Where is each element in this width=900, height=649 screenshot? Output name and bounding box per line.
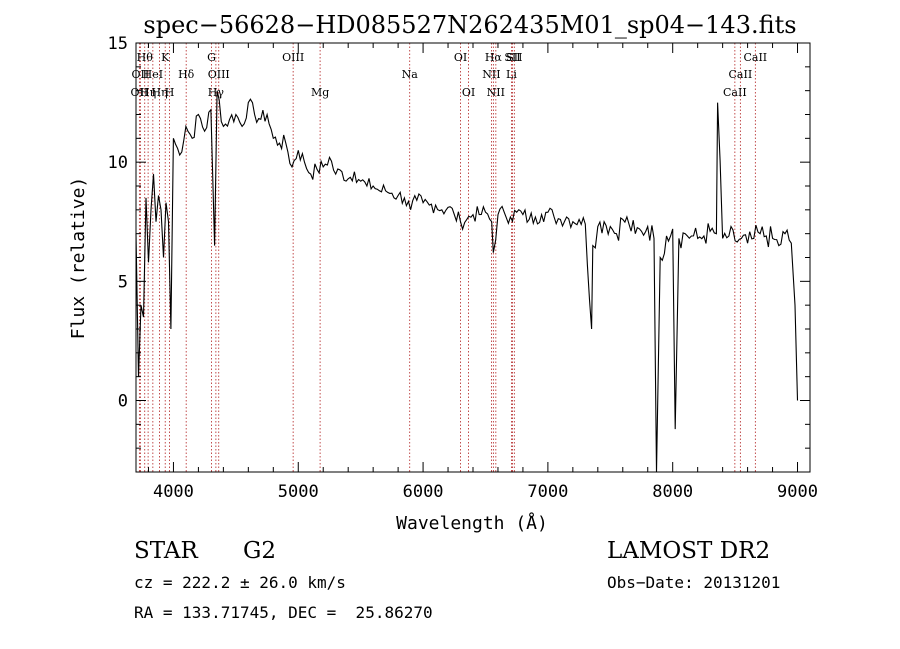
line-marker-label: CaII (729, 68, 753, 81)
y-axis-ticks: 0 5 10 15 (108, 34, 810, 449)
y-axis-label: Flux (relative) (68, 177, 89, 340)
x-axis-label: Wavelength (Å) (396, 512, 548, 534)
line-marker-label: Hγ (208, 86, 225, 99)
line-marker-label: Hη (151, 86, 167, 99)
y-tick-label: 0 (118, 392, 128, 412)
line-marker-label: OII (131, 86, 149, 99)
obs-date: Obs−Date: 20131201 (607, 573, 781, 592)
line-marker-label: NII (487, 86, 505, 99)
line-marker-label: OIII (208, 68, 230, 81)
line-marker-label: OI (454, 51, 467, 64)
survey-name: LAMOST DR2 (607, 538, 771, 564)
line-marker-label: SII (504, 51, 520, 64)
y-tick-label: 5 (118, 272, 128, 292)
spectral-line-labels: OIIOIIHθHηHeIHηKHHδGHγOIIIOIIIMgNaOIOINI… (131, 51, 768, 99)
x-tick-label: 8000 (652, 482, 693, 502)
spectrum-line (135, 90, 799, 473)
x-tick-label: 6000 (403, 482, 444, 502)
chart-title: spec−56628−HD085527N262435M01_sp04−143.f… (143, 11, 796, 39)
line-marker-label: Hθ (137, 51, 154, 64)
line-marker-label: OI (462, 86, 475, 99)
line-marker-label: CaII (743, 51, 767, 64)
redshift-text: cz = 222.2 ± 26.0 km/s (134, 573, 346, 592)
line-marker-label: Hδ (178, 68, 195, 81)
x-tick-label: 5000 (278, 482, 319, 502)
line-marker-label: NII (482, 68, 500, 81)
line-marker-label: Mg (311, 86, 329, 99)
line-marker-label: SII (506, 51, 522, 64)
x-tick-label: 4000 (153, 482, 194, 502)
line-marker-label: G (207, 51, 216, 64)
line-marker-label: Na (402, 68, 419, 81)
coordinates: RA = 133.71745, DEC = 25.86270 (134, 603, 433, 622)
line-marker-label: Hα (485, 51, 503, 64)
x-tick-label: 9000 (777, 482, 818, 502)
plot-frame (135, 42, 811, 473)
y-tick-label: 10 (108, 153, 128, 173)
line-marker-label: Hη (140, 86, 156, 99)
y-tick-label: 15 (108, 34, 128, 54)
line-marker-label: H (165, 86, 175, 99)
object-type: STAR (134, 538, 198, 564)
x-axis-ticks: 4000 5000 6000 7000 8000 9000 (147, 43, 818, 502)
line-marker-label: OIII (282, 51, 304, 64)
x-tick-label: 7000 (527, 482, 568, 502)
line-marker-label: HeI (143, 68, 163, 81)
line-marker-label: K (161, 51, 170, 64)
line-marker-label: CaII (723, 86, 747, 99)
line-marker-label: Li (506, 68, 517, 81)
subclass: G2 (243, 538, 277, 564)
